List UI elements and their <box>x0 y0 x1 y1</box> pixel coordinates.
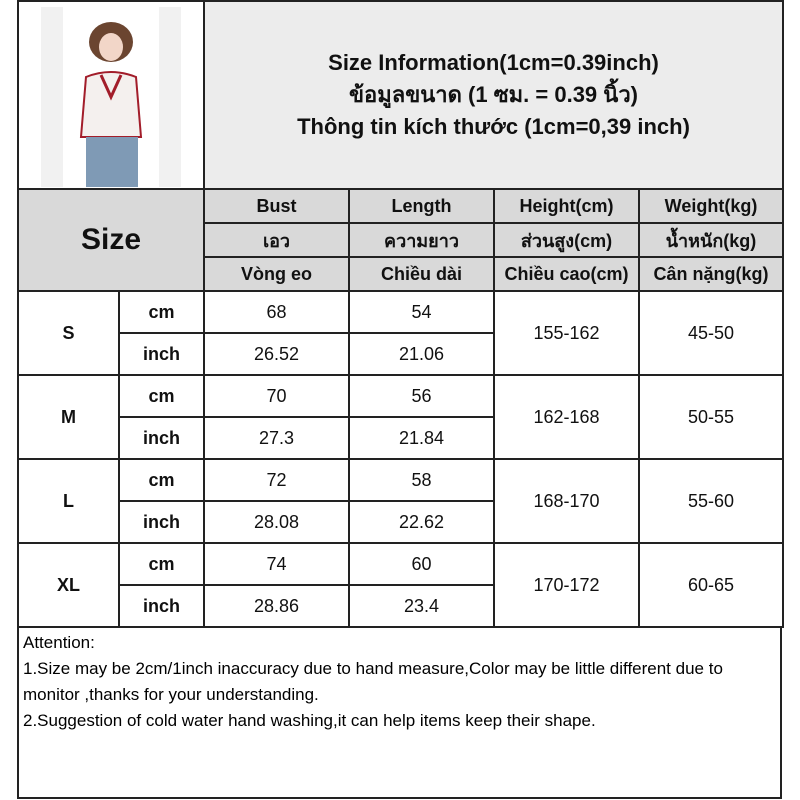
col-header: Length <box>348 188 495 224</box>
col-header: Height(cm) <box>493 188 640 224</box>
length-cm: 56 <box>348 374 495 418</box>
unit-cell: cm <box>118 290 205 334</box>
title-thai: ข้อมูลขนาด (1 ซม. = 0.39 นิ้ว) <box>348 82 638 107</box>
col-header: เอว <box>203 222 350 258</box>
length-cm: 60 <box>348 542 495 586</box>
bust-cm: 72 <box>203 458 350 502</box>
col-header: Chiều dài <box>348 256 495 292</box>
bust-inch: 28.86 <box>203 584 350 628</box>
col-header: ส่วนสูง(cm) <box>493 222 640 258</box>
table-row: M cm 70 56 162-168 50-55 <box>17 374 784 460</box>
col-header: น้ำหนัก(kg) <box>638 222 784 258</box>
size-cell: L <box>17 458 120 544</box>
table-row: inch 26.52 21.06 <box>18 332 783 376</box>
unit-cell: cm <box>118 374 205 418</box>
col-header: ความยาว <box>348 222 495 258</box>
bust-cm: 70 <box>203 374 350 418</box>
size-cell: M <box>17 374 120 460</box>
weight-cell: 50-55 <box>638 374 784 460</box>
bust-cm: 68 <box>203 290 350 334</box>
title-vietnamese: Thông tin kích thước (1cm=0,39 inch) <box>297 114 690 139</box>
size-cell: S <box>17 290 120 376</box>
table-row: L cm 72 58 168-170 55-60 <box>17 458 784 544</box>
col-header: Vòng eo <box>203 256 350 292</box>
table-row: inch 27.3 21.84 <box>18 416 783 460</box>
col-header: Weight(kg) <box>638 188 784 224</box>
note-item: 1.Size may be 2cm/1inch inaccuracy due t… <box>23 659 723 704</box>
height-cell: 168-170 <box>493 458 640 544</box>
length-inch: 22.62 <box>348 500 495 544</box>
product-image <box>17 0 205 190</box>
length-cm: 54 <box>348 290 495 334</box>
note-item: 2.Suggestion of cold water hand washing,… <box>23 711 596 730</box>
length-inch: 21.06 <box>348 332 495 376</box>
unit-cell: inch <box>118 416 205 460</box>
table-row: XL cm 74 60 170-172 60-65 <box>17 542 784 628</box>
table-row: S cm 68 54 155-162 45-50 <box>17 290 784 376</box>
bust-inch: 26.52 <box>203 332 350 376</box>
bust-cm: 74 <box>203 542 350 586</box>
weight-cell: 55-60 <box>638 458 784 544</box>
model-photo-icon <box>41 6 181 187</box>
height-cell: 170-172 <box>493 542 640 628</box>
table-row: inch 28.08 22.62 <box>18 500 783 544</box>
length-inch: 23.4 <box>348 584 495 628</box>
size-information-title: Size Information(1cm=0.39inch) ข้อมูลขนา… <box>203 0 784 190</box>
col-header: Cân nặng(kg) <box>638 256 784 292</box>
col-header: Chiều cao(cm) <box>493 256 640 292</box>
table-row: inch 28.86 23.4 <box>18 584 783 628</box>
length-cm: 58 <box>348 458 495 502</box>
weight-cell: 45-50 <box>638 290 784 376</box>
size-cell: XL <box>17 542 120 628</box>
unit-cell: cm <box>118 458 205 502</box>
height-cell: 162-168 <box>493 374 640 460</box>
unit-cell: inch <box>118 332 205 376</box>
col-header: Bust <box>203 188 350 224</box>
weight-cell: 60-65 <box>638 542 784 628</box>
note-heading: Attention: <box>23 633 95 652</box>
title-english: Size Information(1cm=0.39inch) <box>328 50 659 75</box>
unit-cell: inch <box>118 584 205 628</box>
unit-cell: cm <box>118 542 205 586</box>
unit-cell: inch <box>118 500 205 544</box>
size-chart: Size Information(1cm=0.39inch) ข้อมูลขนา… <box>17 0 784 799</box>
bust-inch: 28.08 <box>203 500 350 544</box>
size-header: Size <box>17 188 205 292</box>
height-cell: 155-162 <box>493 290 640 376</box>
bust-inch: 27.3 <box>203 416 350 460</box>
attention-notes: Attention: 1.Size may be 2cm/1inch inacc… <box>17 628 782 799</box>
length-inch: 21.84 <box>348 416 495 460</box>
